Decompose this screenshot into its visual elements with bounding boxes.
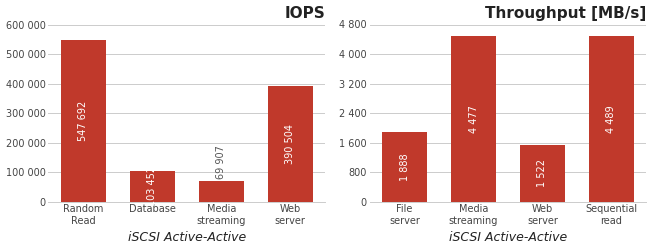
Text: 4 477: 4 477	[469, 105, 479, 133]
Text: 547 692: 547 692	[78, 100, 88, 141]
Bar	[268, 86, 312, 202]
Text: 103 452: 103 452	[147, 166, 157, 206]
Text: IOPS: IOPS	[284, 6, 325, 20]
Bar	[130, 171, 175, 202]
X-axis label: iSCSI Active-Active: iSCSI Active-Active	[128, 232, 246, 244]
Bar	[589, 36, 634, 202]
Text: 69 907: 69 907	[216, 146, 226, 180]
X-axis label: iSCSI Active-Active: iSCSI Active-Active	[449, 232, 567, 244]
Text: 1 888: 1 888	[400, 153, 409, 180]
Text: 390 504: 390 504	[285, 124, 295, 164]
Bar	[61, 40, 106, 202]
Text: 4 489: 4 489	[606, 105, 616, 132]
Bar	[382, 132, 427, 202]
Bar	[520, 146, 565, 202]
Bar	[451, 36, 496, 202]
Text: Throughput [MB/s]: Throughput [MB/s]	[485, 6, 646, 20]
Text: 1 522: 1 522	[537, 160, 548, 188]
Bar	[199, 181, 244, 202]
